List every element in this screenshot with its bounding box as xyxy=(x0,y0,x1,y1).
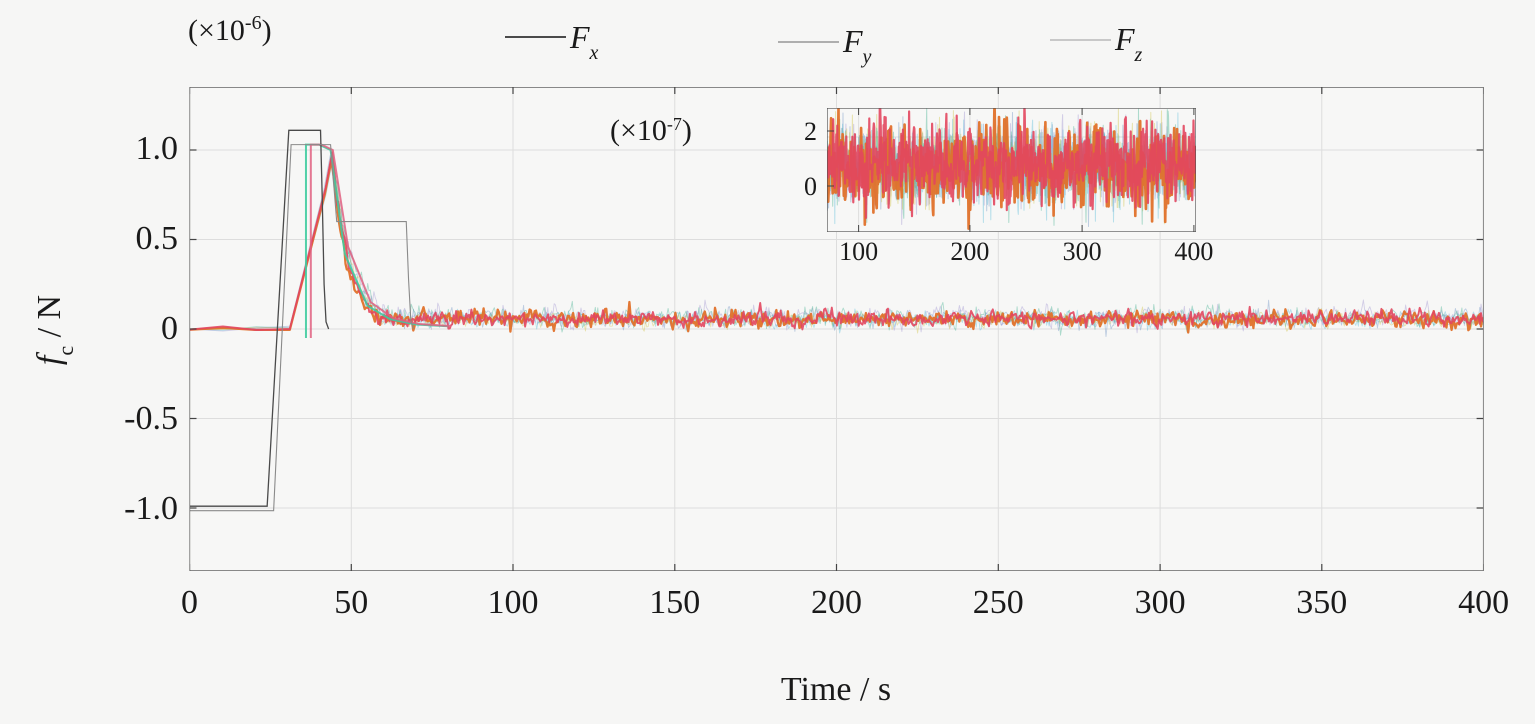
svg-text:200: 200 xyxy=(950,237,989,266)
svg-text:50: 50 xyxy=(334,584,368,621)
svg-text:-1.0: -1.0 xyxy=(124,490,178,527)
svg-text:Fy: Fy xyxy=(842,23,872,68)
svg-text:(×10-6): (×10-6) xyxy=(188,12,272,47)
svg-text:Fx: Fx xyxy=(569,19,599,64)
svg-text:100: 100 xyxy=(839,237,878,266)
svg-text:200: 200 xyxy=(811,584,862,621)
svg-text:250: 250 xyxy=(973,584,1024,621)
svg-text:2: 2 xyxy=(804,117,817,146)
svg-text:0: 0 xyxy=(161,310,178,347)
svg-text:-0.5: -0.5 xyxy=(124,400,178,437)
svg-text:0: 0 xyxy=(181,584,198,621)
svg-text:300: 300 xyxy=(1135,584,1186,621)
svg-text:Fz: Fz xyxy=(1114,21,1143,66)
svg-text:400: 400 xyxy=(1174,237,1213,266)
svg-text:fc / N: fc / N xyxy=(31,295,78,365)
svg-text:300: 300 xyxy=(1063,237,1102,266)
svg-text:400: 400 xyxy=(1458,584,1509,621)
svg-text:350: 350 xyxy=(1296,584,1347,621)
svg-text:0: 0 xyxy=(804,172,817,201)
svg-text:1.0: 1.0 xyxy=(136,130,179,167)
svg-text:100: 100 xyxy=(488,584,539,621)
svg-text:150: 150 xyxy=(649,584,700,621)
svg-text:0.5: 0.5 xyxy=(136,220,179,257)
svg-text:Time / s: Time / s xyxy=(781,671,891,708)
